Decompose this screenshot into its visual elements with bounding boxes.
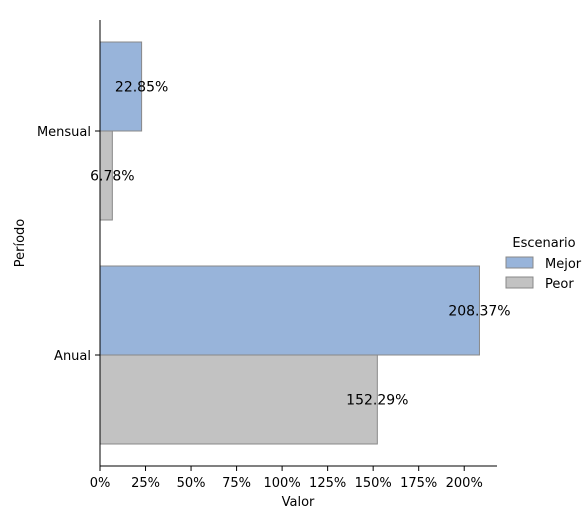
- x-tick-label: 100%: [264, 476, 301, 491]
- x-tick-label: 200%: [446, 476, 483, 491]
- x-tick-label: 50%: [177, 476, 206, 491]
- x-tick-label: 150%: [355, 476, 392, 491]
- bar-anual-peor: [99, 354, 378, 445]
- legend-swatch-mejor: [505, 256, 534, 269]
- x-tick-label: 125%: [309, 476, 346, 491]
- x-ticks-group: 0% 25% 50% 75% 100% 125% 150% 175% 200%: [90, 466, 483, 491]
- bar-mensual-mejor: [99, 41, 143, 132]
- x-tick-label: 25%: [131, 476, 160, 491]
- x-tick-label: 0%: [90, 476, 111, 491]
- bar-anual-mejor: [99, 265, 480, 356]
- bar-label-mensual-peor: 6.78%: [90, 169, 134, 185]
- legend-label-peor: Peor: [545, 277, 574, 292]
- bar-label-anual-mejor: 208.37%: [448, 304, 510, 320]
- x-tick-label: 75%: [222, 476, 251, 491]
- bars-group: [99, 41, 480, 445]
- bar-label-anual-peor: 152.29%: [346, 393, 408, 409]
- bar-labels-group: 22.85% 6.78% 208.37% 152.29%: [90, 80, 511, 409]
- legend-title: Escenario: [512, 236, 575, 251]
- bar-label-mensual-mejor: 22.85%: [115, 80, 168, 96]
- y-tick-label-anual: Anual: [54, 349, 91, 364]
- legend-swatch-peor: [505, 276, 534, 289]
- x-tick-label: 175%: [400, 476, 437, 491]
- legend: Escenario Mejor Peor: [505, 236, 582, 292]
- x-axis-label: Valor: [282, 495, 315, 506]
- y-axis-label: Período: [13, 219, 28, 268]
- legend-label-mejor: Mejor: [545, 257, 582, 272]
- y-ticks-group: Mensual Anual: [37, 125, 100, 364]
- y-tick-label-mensual: Mensual: [37, 125, 91, 140]
